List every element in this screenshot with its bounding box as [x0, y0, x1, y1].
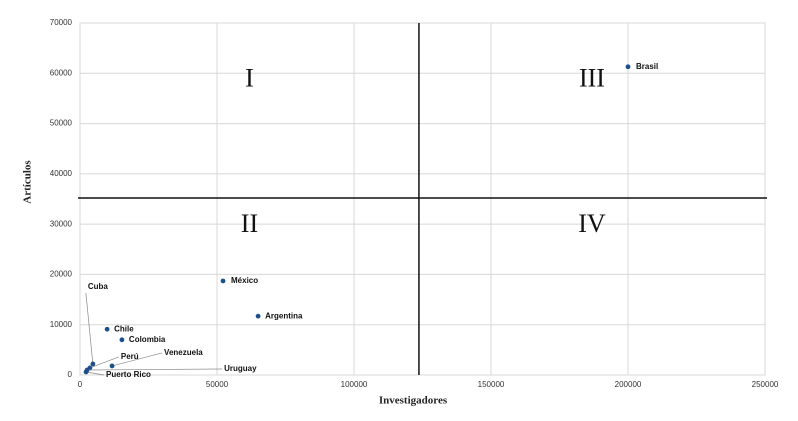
point-label: Venezuela — [164, 348, 203, 357]
y-axis-title: Artículos — [22, 160, 34, 204]
y-tick-label: 40000 — [50, 169, 73, 178]
point — [255, 313, 261, 319]
quadrant-label: III — [579, 63, 605, 92]
point — [104, 326, 110, 332]
y-tick-label: 10000 — [50, 320, 73, 329]
point-label: Colombia — [129, 335, 166, 344]
y-tick-label: 30000 — [50, 219, 73, 228]
quadrant-label: II — [241, 209, 258, 238]
leader-line — [89, 356, 119, 369]
x-axis-title: Investigadores — [379, 395, 448, 407]
point — [90, 361, 96, 367]
x-tick-label: 50000 — [206, 380, 229, 389]
point-label: Perú — [121, 352, 139, 361]
point-label: Chile — [114, 324, 134, 333]
x-tick-label: 150000 — [478, 380, 505, 389]
point-label: Cuba — [88, 282, 109, 291]
point — [109, 363, 115, 369]
x-tick-label: 250000 — [752, 380, 779, 389]
point — [220, 278, 226, 284]
y-tick-label: 0 — [68, 370, 73, 379]
y-tick-label: 20000 — [50, 270, 73, 279]
y-tick-label: 60000 — [50, 68, 73, 77]
x-tick-label: 0 — [78, 380, 83, 389]
point-label: Brasil — [636, 62, 658, 71]
leader-line — [111, 352, 163, 367]
plot-area — [79, 22, 766, 376]
point-label: Puerto Rico — [106, 370, 151, 379]
point — [625, 64, 631, 70]
leader-line — [87, 368, 223, 371]
point-label: Uruguay — [224, 364, 257, 373]
quadrant-label: I — [245, 63, 254, 92]
leader-line — [85, 371, 105, 376]
quadrant-label: IV — [578, 209, 606, 238]
x-tick-label: 100000 — [341, 380, 368, 389]
point-label: Argentina — [265, 311, 303, 320]
y-tick-label: 50000 — [50, 119, 73, 128]
leader-line — [85, 292, 94, 364]
y-tick-label: 70000 — [50, 18, 73, 27]
point — [119, 337, 125, 343]
point — [83, 369, 89, 375]
point-label: México — [231, 276, 258, 285]
x-tick-label: 200000 — [615, 380, 642, 389]
